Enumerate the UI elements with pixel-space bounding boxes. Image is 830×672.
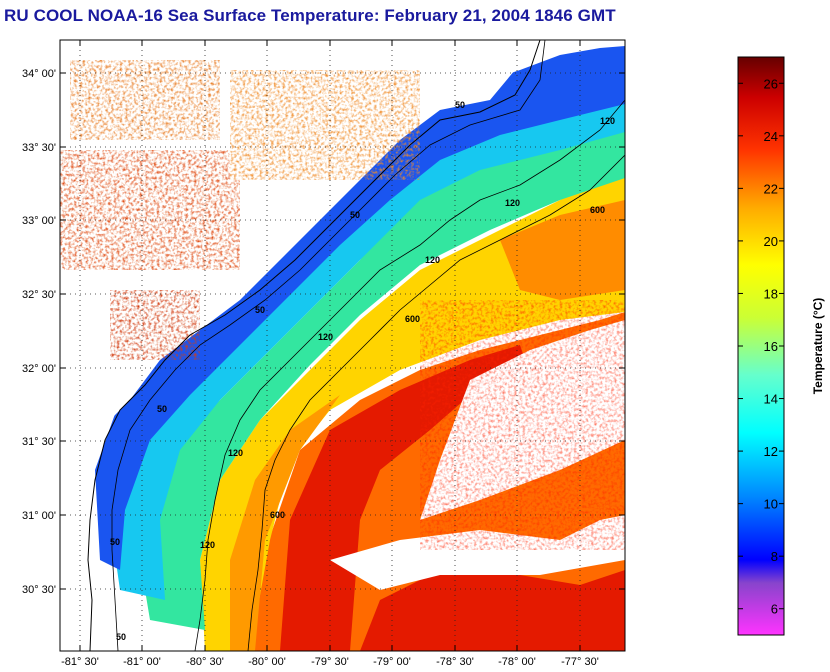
- map-frame: [59, 39, 626, 652]
- sst-band-hot: [280, 345, 525, 651]
- sst-band-orange-ne: [500, 200, 625, 300]
- colorbar-tick-label: 20: [764, 234, 778, 249]
- contour-120: [194, 99, 625, 651]
- colorbar-gradient: [737, 56, 785, 636]
- contour-label: 120: [318, 332, 333, 342]
- lat-label: 30° 30': [22, 584, 56, 596]
- lon-label: -79° 00': [373, 656, 411, 668]
- contour-labels: 50 50 50 50 50 50 120 120 120 120 120 12…: [110, 100, 615, 642]
- contour-600: [247, 154, 625, 651]
- lat-label: 31° 00': [22, 510, 56, 522]
- colorbar-tick-label: 10: [764, 497, 778, 512]
- colorbar-label: Temperature (°C): [811, 298, 825, 395]
- lon-label: -78° 00': [498, 656, 536, 668]
- colorbar-tick-label: 8: [771, 549, 778, 564]
- sst-band-shelf: [140, 130, 625, 630]
- lat-label: 32° 00': [22, 363, 56, 375]
- sst-band-orange: [230, 395, 340, 651]
- contour-label: 50: [255, 305, 265, 315]
- lon-label: -80° 00': [248, 656, 286, 668]
- colorbar-tick-label: 18: [764, 286, 778, 301]
- colorbar-tick-label: 24: [764, 129, 778, 144]
- map-grid: [60, 40, 625, 651]
- lon-label: -80° 30': [186, 656, 224, 668]
- coastline: [87, 40, 541, 651]
- longitude-labels: -81° 30' -81° 00' -80° 30' -80° 00' -79°…: [61, 656, 599, 668]
- map-title: RU COOL NOAA-16 Sea Surface Temperature:…: [4, 6, 616, 25]
- colorbar-tick-label: 12: [764, 444, 778, 459]
- contour-label: 120: [505, 198, 520, 208]
- contour-label: 120: [228, 448, 243, 458]
- contour-label: 50: [350, 210, 360, 220]
- contour-label: 50: [157, 404, 167, 414]
- ocean-speckle: [420, 300, 625, 550]
- contour-50: [111, 40, 546, 651]
- lat-label: 33° 00': [22, 215, 56, 227]
- sst-band-mid: [200, 175, 625, 651]
- lat-label: 32° 30': [22, 289, 56, 301]
- lat-label: 31° 30': [22, 436, 56, 448]
- lon-label: -77° 30': [561, 656, 599, 668]
- lon-label: -79° 30': [311, 656, 349, 668]
- lon-label: -78° 30': [436, 656, 474, 668]
- contour-label: 120: [600, 116, 615, 126]
- lat-label: 34° 00': [22, 68, 56, 80]
- colorbar-tick-label: 26: [764, 76, 778, 91]
- colorbar-tick-label: 22: [764, 181, 778, 196]
- colorbar-tick-label: 16: [764, 339, 778, 354]
- cloud-patch: [330, 515, 625, 590]
- sst-band-nearshore: [95, 46, 625, 570]
- colorbar-ticks: 26 24 22 20 18 16 14 12 10 8 6: [738, 76, 784, 617]
- colorbar-tick-label: 6: [771, 602, 778, 617]
- axis-ticks: [60, 40, 625, 651]
- colorbar-tick-label: 14: [764, 392, 778, 407]
- contour-label: 50: [110, 537, 120, 547]
- contour-label: 600: [590, 205, 605, 215]
- contour-label: 600: [405, 314, 420, 324]
- lon-label: -81° 30': [61, 656, 99, 668]
- lat-label: 33° 30': [22, 142, 56, 154]
- lon-label: -81° 00': [123, 656, 161, 668]
- contour-label: 120: [200, 540, 215, 550]
- latitude-labels: 34° 00' 33° 30' 33° 00' 32° 30' 32° 00' …: [22, 68, 56, 596]
- contour-label: 120: [425, 255, 440, 265]
- contour-label: 600: [270, 510, 285, 520]
- sst-band-hot-offshore: [360, 570, 625, 651]
- contour-label: 50: [455, 100, 465, 110]
- contour-label: 50: [116, 632, 126, 642]
